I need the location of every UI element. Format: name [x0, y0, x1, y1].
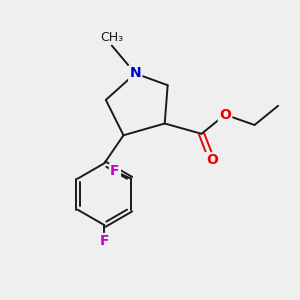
Text: CH₃: CH₃ — [100, 31, 123, 44]
Text: N: N — [130, 66, 141, 80]
Text: F: F — [110, 164, 120, 178]
Text: O: O — [219, 108, 231, 122]
Text: methyl: methyl — [108, 38, 113, 39]
Text: F: F — [100, 234, 109, 248]
Text: O: O — [206, 153, 218, 167]
